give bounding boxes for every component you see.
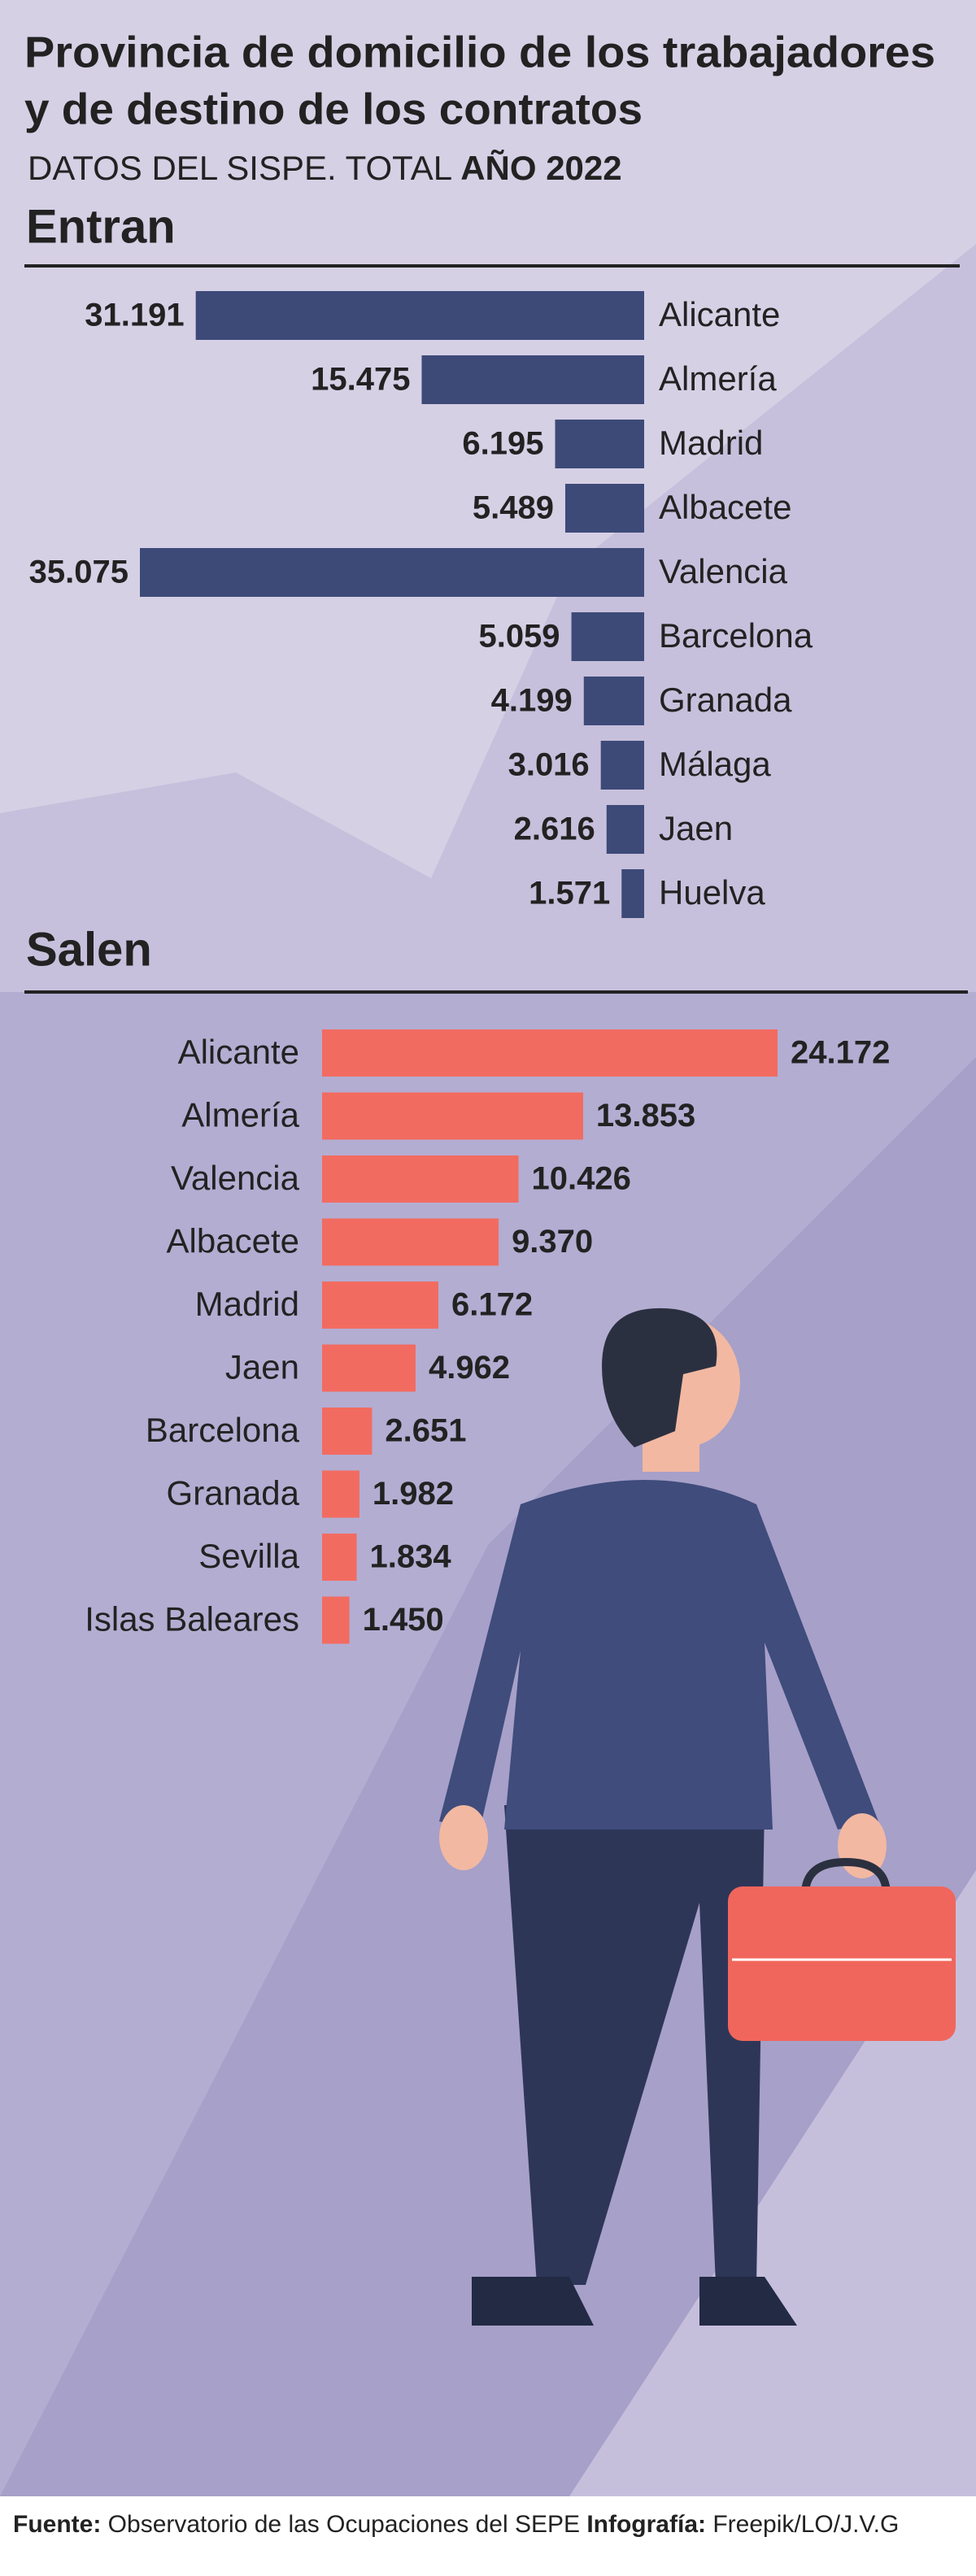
footer: Fuente: Observatorio de las Ocupaciones …	[13, 2511, 899, 2538]
category-label: Jaen	[225, 1348, 299, 1386]
bar	[621, 869, 644, 918]
value-label: 2.616	[514, 812, 595, 847]
source: Observatorio de las Ocupaciones del SEPE	[108, 2511, 580, 2538]
value-label: 1.450	[363, 1602, 444, 1638]
credit-label: Infografía:	[586, 2511, 706, 2538]
source-label: Fuente:	[13, 2511, 101, 2538]
value-label: 4.962	[429, 1350, 510, 1386]
section-title: Entran	[26, 200, 176, 253]
category-label: Sevilla	[198, 1537, 299, 1575]
bar	[555, 420, 644, 468]
category-label: Alicante	[178, 1033, 299, 1071]
category-label: Alicante	[659, 295, 780, 333]
category-label: Granada	[659, 681, 792, 719]
value-label: 6.172	[451, 1287, 533, 1323]
category-label: Almería	[181, 1096, 299, 1134]
bar	[322, 1029, 778, 1077]
category-label: Barcelona	[146, 1411, 300, 1449]
category-label: Albacete	[659, 488, 791, 526]
bar	[322, 1408, 373, 1455]
bar	[571, 612, 644, 661]
value-label: 9.370	[512, 1224, 593, 1260]
category-label: Madrid	[659, 424, 763, 462]
value-label: 24.172	[791, 1035, 890, 1071]
value-label: 15.475	[311, 362, 410, 398]
category-label: Valencia	[659, 552, 788, 590]
value-label: 31.191	[85, 298, 184, 333]
bar	[322, 1470, 359, 1518]
bar	[600, 741, 644, 790]
bar	[322, 1344, 416, 1392]
value-label: 4.199	[491, 683, 573, 719]
category-label: Málaga	[659, 745, 771, 783]
category-label: Huelva	[659, 873, 765, 912]
section-title: Salen	[26, 923, 152, 976]
title: Provincia de domicilio de los trabajador…	[24, 28, 935, 76]
subtitle: DATOS DEL SISPE. TOTAL AÑO 2022	[28, 149, 622, 187]
person-illustration	[439, 1308, 956, 2326]
category-label: Islas Baleares	[85, 1600, 299, 1638]
bar	[322, 1092, 583, 1140]
value-label: 35.075	[29, 555, 129, 590]
footer-band	[0, 2496, 976, 2576]
category-label: Almería	[659, 359, 777, 398]
value-label: 1.982	[373, 1476, 454, 1512]
value-label: 1.571	[529, 876, 610, 912]
bar	[322, 1155, 519, 1203]
value-label: 3.016	[508, 747, 590, 783]
category-label: Albacete	[167, 1222, 299, 1260]
value-label: 6.195	[462, 426, 543, 462]
bar	[322, 1281, 438, 1329]
bar	[606, 805, 644, 854]
subtitle-year: AÑO 2022	[460, 149, 621, 187]
bar	[583, 677, 644, 725]
bar	[322, 1218, 499, 1266]
value-label: 10.426	[532, 1161, 631, 1197]
category-label: Granada	[167, 1474, 300, 1512]
subtitle-text: DATOS DEL SISPE. TOTAL	[28, 149, 451, 187]
title: y de destino de los contratos	[24, 85, 643, 133]
bar	[140, 548, 644, 597]
value-label: 5.059	[478, 619, 560, 655]
mountain	[0, 244, 976, 992]
category-label: Madrid	[195, 1285, 299, 1323]
category-label: Jaen	[659, 809, 733, 847]
value-label: 1.834	[369, 1539, 451, 1575]
bar	[322, 1596, 350, 1644]
bar	[195, 291, 645, 340]
category-label: Valencia	[171, 1159, 300, 1197]
value-label: 5.489	[473, 490, 554, 526]
value-label: 2.651	[385, 1413, 466, 1449]
bar	[322, 1534, 357, 1581]
category-label: Barcelona	[659, 616, 813, 655]
bar	[564, 484, 644, 533]
bar	[421, 355, 644, 404]
value-label: 13.853	[596, 1098, 695, 1134]
credit: Freepik/LO/J.V.G	[712, 2511, 899, 2538]
